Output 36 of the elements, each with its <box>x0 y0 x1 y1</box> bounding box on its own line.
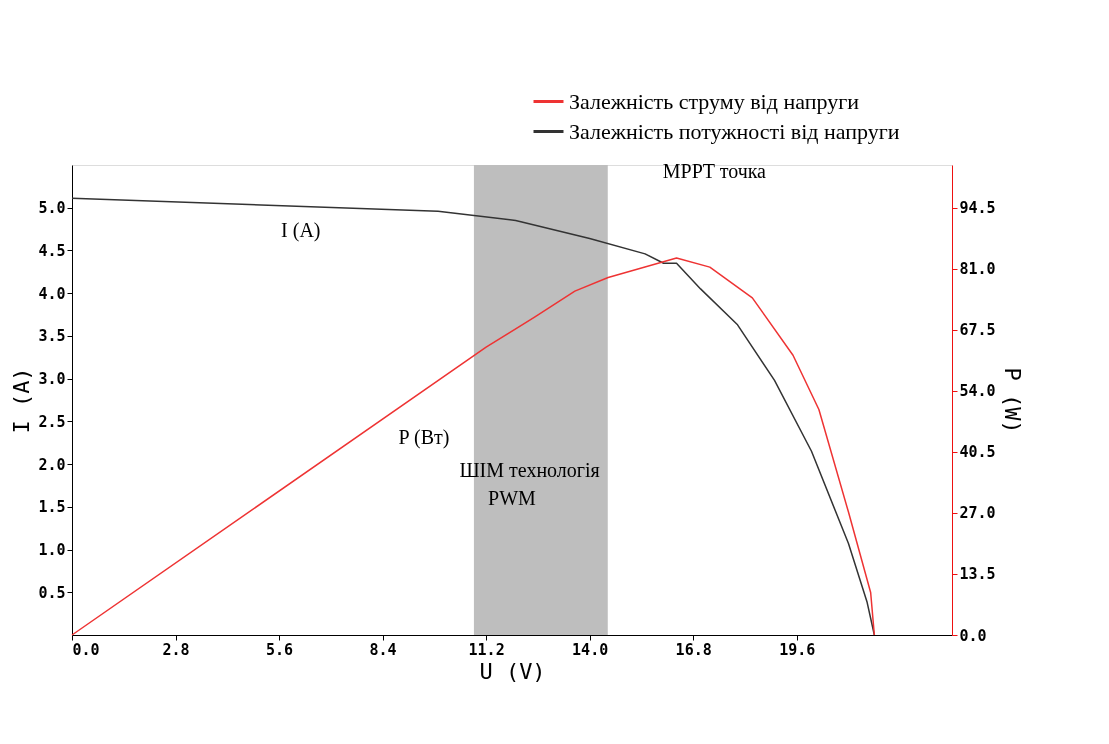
y-axis-title: I (A) <box>9 367 35 434</box>
y2-tick-label: 13.5 <box>959 565 996 584</box>
y-tick-label: 5.0 <box>38 199 66 218</box>
y2-tick-label: 27.0 <box>959 504 996 523</box>
y2-tick-label: 40.5 <box>959 443 996 462</box>
x-tick-label: 5.6 <box>266 640 294 659</box>
annotation: ШІМ технологія <box>459 458 600 481</box>
x-tick-label: 8.4 <box>369 640 397 659</box>
x-tick-label: 2.8 <box>162 640 190 659</box>
x-axis-title: U (V) <box>479 658 546 684</box>
x-tick-label: 14.0 <box>572 640 609 659</box>
y2-tick-label: 54.0 <box>959 382 996 401</box>
y-tick-label: 1.5 <box>38 498 66 517</box>
legend-label: Залежність струму від напруги <box>569 88 860 114</box>
annotation: I (A) <box>281 218 321 242</box>
y-tick-label: 2.0 <box>38 455 66 474</box>
x-tick-label: 16.8 <box>675 640 712 659</box>
legend-label: Залежність потужності від напруги <box>569 118 900 144</box>
y2-tick-label: 94.5 <box>959 199 996 218</box>
y-tick-label: 4.5 <box>38 241 66 260</box>
y-tick-label: 3.0 <box>38 370 66 389</box>
annotation: PWM <box>488 486 537 509</box>
annotation: MPPT точка <box>662 160 767 183</box>
annotation: P (Вт) <box>398 425 450 449</box>
y2-tick-label: 0.0 <box>959 626 987 645</box>
y-tick-label: 4.0 <box>38 284 66 303</box>
y2-tick-label: 67.5 <box>959 321 996 340</box>
y-tick-label: 1.0 <box>38 541 66 560</box>
y-tick-label: 2.5 <box>38 412 66 431</box>
y2-tick-label: 81.0 <box>959 260 996 279</box>
x-tick-label: 11.2 <box>468 640 505 659</box>
y-tick-label: 0.5 <box>38 583 66 602</box>
y-tick-label: 3.5 <box>38 327 66 346</box>
x-tick-label: 0.0 <box>72 640 100 659</box>
x-tick-label: 19.6 <box>779 640 816 659</box>
y2-axis-title: P (W) <box>999 367 1025 434</box>
